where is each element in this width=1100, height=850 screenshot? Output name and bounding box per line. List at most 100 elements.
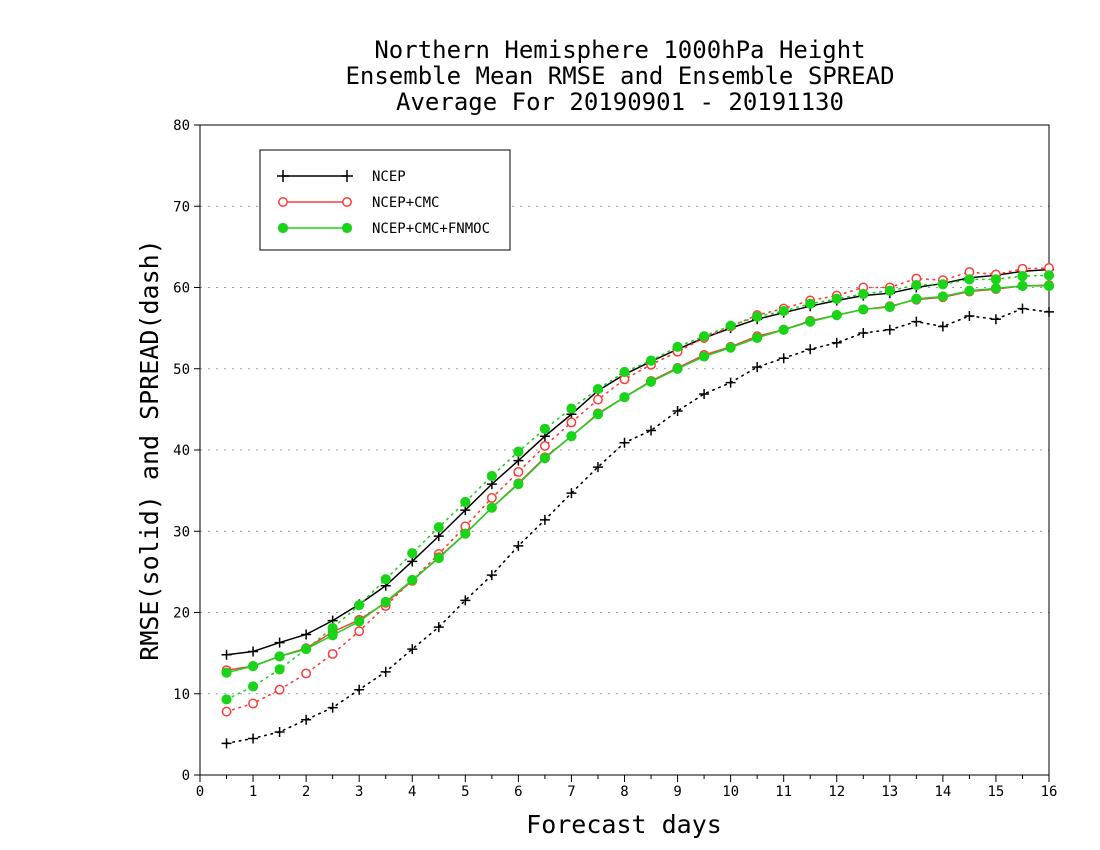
y-tick-label: 20: [173, 606, 190, 622]
spread-line: [225, 307, 1050, 745]
chart-title: Northern Hemisphere 1000hPa Height Ensem…: [345, 36, 894, 116]
x-tick-label: 9: [673, 784, 681, 800]
rmse-point: [1017, 280, 1028, 291]
legend-label: NCEP: [372, 169, 406, 185]
rmse-point: [592, 409, 604, 420]
spread-point: [964, 274, 975, 285]
rmse-point: [990, 283, 1002, 294]
spread-point: [460, 595, 471, 606]
rmse-point: [247, 661, 259, 672]
spread-point: [407, 548, 418, 559]
x-tick-label: 16: [1041, 784, 1058, 800]
legend-marker-start: [278, 197, 288, 207]
x-tick-label: 15: [988, 784, 1005, 800]
spread-point: [778, 305, 789, 317]
spread-point: [619, 437, 630, 448]
spread-point: [805, 344, 816, 355]
rmse-point: [1043, 280, 1055, 291]
spread-point: [619, 366, 630, 378]
spread-point: [274, 664, 285, 675]
spread-point: [433, 522, 444, 533]
spread-point: [566, 488, 577, 499]
title-line-2: Ensemble Mean RMSE and Ensemble SPREAD: [345, 62, 894, 90]
rmse-point: [937, 291, 948, 302]
rmse-point: [698, 351, 710, 362]
spread-point: [539, 514, 550, 525]
spread-point: [513, 446, 524, 457]
spread-point: [937, 321, 948, 332]
x-axis-label: Forecast days: [526, 810, 722, 839]
x-tick-label: 8: [620, 784, 628, 800]
rmse-point: [433, 531, 444, 542]
legend-marker-start: [277, 222, 289, 234]
spread-point: [964, 310, 975, 321]
rmse-point: [619, 392, 630, 403]
rmse-point: [645, 376, 657, 387]
legend-label: NCEP+CMC+FNMOC: [372, 221, 490, 237]
x-tick-label: 7: [567, 784, 575, 800]
y-tick-label: 50: [173, 362, 190, 378]
y-axis-label: RMSE(solid) and SPREAD(dash): [135, 239, 164, 660]
y-tick-label: 30: [173, 524, 190, 540]
spread-point: [672, 406, 683, 416]
x-tick-label: 12: [828, 784, 845, 800]
rmse-point: [221, 667, 232, 678]
spread-point: [752, 362, 763, 373]
x-tick-label: 11: [775, 784, 792, 800]
rmse-point: [433, 552, 444, 564]
rmse-point: [407, 574, 418, 586]
x-tick-label: 3: [355, 784, 363, 800]
legend-marker-end: [341, 170, 353, 182]
legend-item: NCEP: [277, 169, 406, 185]
title-line-1: Northern Hemisphere 1000hPa Height: [374, 36, 865, 64]
x-tick-label: 10: [722, 784, 739, 800]
spread-point: [274, 726, 285, 737]
spread-point: [698, 331, 710, 342]
y-tick-label: 60: [173, 281, 190, 297]
legend-item: NCEP+CMC+FNMOC: [277, 221, 490, 237]
spread-point: [1043, 270, 1055, 281]
legend-box: [259, 149, 511, 251]
spread-line: [225, 267, 1050, 713]
x-tick-label: 2: [302, 784, 310, 800]
x-tick-label: 5: [461, 784, 469, 800]
spread-point: [752, 311, 763, 322]
spread-point: [486, 470, 497, 482]
spread-point: [990, 274, 1002, 285]
rmse-point: [460, 528, 471, 539]
y-axis-ticks: 0 10 20 30 40 50 60 70 80: [173, 118, 200, 784]
x-axis-ticks: 0 1 2 3 4 5 6 7 8 9 10 11 12 13 14 15 16: [196, 775, 1058, 800]
series-ncep: [221, 264, 1054, 749]
x-tick-label: 13: [881, 784, 898, 800]
legend-item: NCEP+CMC: [278, 195, 439, 211]
rmse-point: [805, 316, 816, 327]
spread-point: [592, 462, 603, 473]
y-tick-label: 80: [173, 118, 190, 134]
spread-point: [380, 574, 391, 585]
spread-point: [354, 684, 365, 695]
spread-point: [592, 383, 604, 395]
rmse-point: [354, 616, 365, 627]
spread-line: [225, 274, 1050, 701]
rmse-point: [380, 596, 391, 608]
series-ncep-cmc: [221, 263, 1054, 717]
spread-point: [831, 337, 842, 348]
rmse-point: [831, 310, 842, 321]
rmse-line: [226, 284, 1050, 671]
rmse-point: [486, 502, 497, 513]
spread-point: [778, 353, 789, 364]
spread-point: [884, 285, 895, 296]
rmse-point: [672, 363, 683, 374]
spread-point: [274, 684, 285, 695]
rmse-point: [274, 651, 285, 662]
spread-point: [990, 314, 1001, 325]
spread-point: [327, 648, 338, 659]
spread-point: [221, 694, 232, 705]
rmse-point: [752, 332, 763, 343]
spread-point: [301, 668, 312, 679]
spread-point: [1017, 271, 1028, 282]
spread-point: [937, 279, 948, 290]
spread-point: [513, 540, 524, 551]
spread-point: [486, 492, 497, 503]
rmse-point: [725, 342, 736, 353]
